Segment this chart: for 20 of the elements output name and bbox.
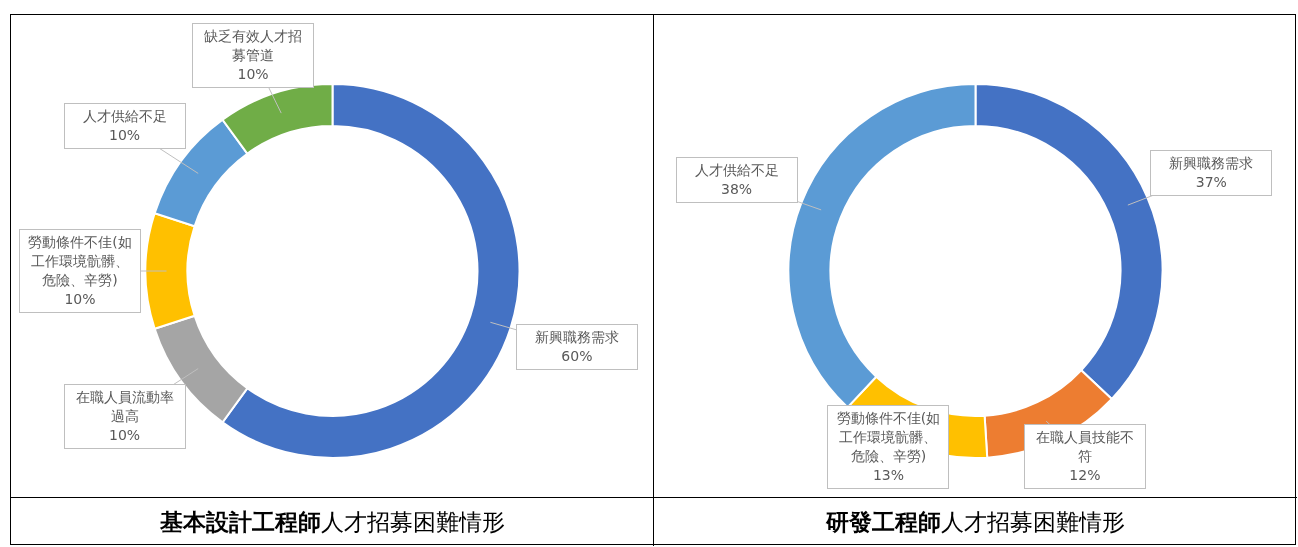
data-label: 10%	[64, 291, 96, 307]
data-label: 10%	[237, 66, 269, 82]
data-label: 37%	[1195, 173, 1227, 190]
slice-label: 人才供給不足	[82, 107, 167, 124]
slice-label: 新興職務需求	[1169, 154, 1254, 171]
slice-label: 在職人員流動率過高	[75, 388, 174, 424]
text: 研發工程師人才招募困難情形	[826, 508, 1125, 535]
slice-label: 缺乏有效人才招募管道	[204, 28, 303, 63]
text: 基本設計工程師人才招募困難情形	[159, 508, 505, 535]
slice-label: 勞動條件不佳(如工作環境骯髒、危險、辛勞)	[836, 410, 941, 464]
slice-label: 人才供給不足	[694, 162, 779, 179]
data-label: 38%	[720, 181, 753, 198]
slice-label: 勞動條件不佳(如工作環境骯髒、危險、辛勞)	[28, 234, 132, 288]
data-label: 60%	[561, 348, 593, 365]
slice-label: 在職人員技能不符	[1035, 429, 1134, 464]
data-label: 12%	[1069, 467, 1101, 483]
data-label: 13%	[872, 467, 904, 483]
slice-label: 新興職務需求	[534, 329, 619, 346]
data-label: 10%	[109, 126, 141, 143]
data-label: 10%	[109, 426, 141, 443]
